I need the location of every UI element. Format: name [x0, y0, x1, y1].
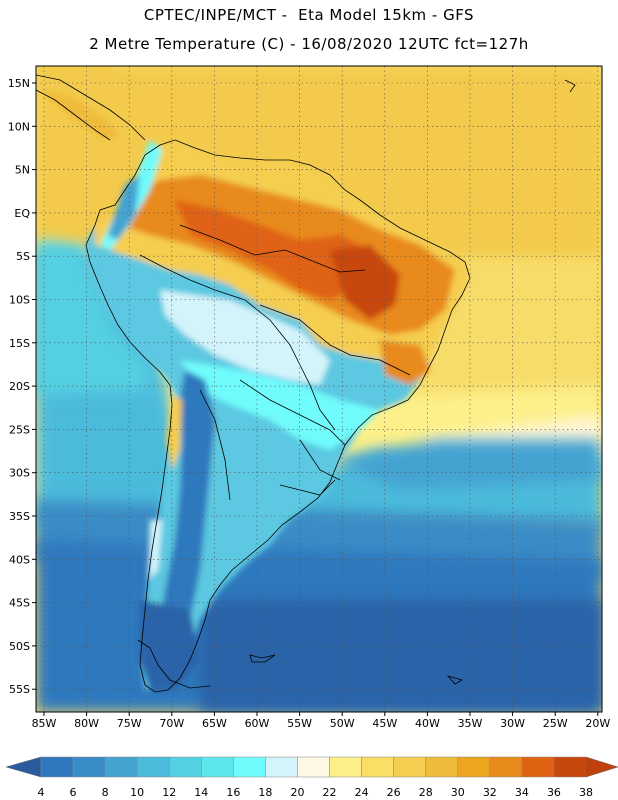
colorbar-swatch: [136, 756, 170, 778]
lat-label: 10S: [9, 294, 30, 307]
colorbar-label: 30: [451, 786, 465, 799]
colorbar-label: 36: [547, 786, 561, 799]
longitude-axis: 85W 80W 75W 70W 65W 60W 55W 50W 45W 40W 35W 30W 25W 2…: [32, 712, 610, 730]
colorbar-swatch: [297, 756, 330, 778]
colorbar-label: 20: [290, 786, 304, 799]
colorbar-swatch: [521, 756, 555, 778]
colorbar: 4 6 8 10 12 14 16 18 20 22 24 26 28 30 32 34 36 38: [5, 756, 618, 799]
colorbar-swatch: [233, 756, 266, 778]
lat-label: 15S: [9, 337, 30, 350]
chart-title-line-2: 2 Metre Temperature (C) - 16/08/2020 12U…: [89, 35, 529, 53]
colorbar-label: 4: [38, 786, 45, 799]
lat-label: 5N: [15, 164, 30, 177]
colorbar-swatch: [553, 756, 587, 778]
colorbar-swatch: [201, 756, 234, 778]
colorbar-swatch: [425, 756, 459, 778]
lon-label: 35W: [458, 717, 483, 730]
colorbar-low-arrow: [5, 756, 42, 778]
colorbar-high-arrow: [585, 756, 618, 778]
colorbar-label: 26: [387, 786, 401, 799]
colorbar-swatch: [168, 756, 202, 778]
lat-label: 40S: [9, 553, 30, 566]
temperature-field: [36, 66, 602, 712]
lat-label: 25S: [9, 423, 30, 436]
lon-label: 55W: [287, 717, 312, 730]
coastline-borders: [36, 74, 576, 693]
colorbar-swatch: [265, 756, 298, 778]
colorbar-swatch: [104, 756, 138, 778]
colorbar-label: 22: [323, 786, 337, 799]
lat-label: 55S: [9, 683, 30, 696]
colorbar-label: 18: [258, 786, 272, 799]
lat-label: 5S: [16, 250, 30, 263]
colorbar-label: 24: [355, 786, 369, 799]
colorbar-label: 16: [226, 786, 240, 799]
lon-label: 20W: [585, 717, 610, 730]
colorbar-label: 38: [579, 786, 593, 799]
lon-label: 60W: [245, 717, 270, 730]
colorbar-swatch: [361, 756, 394, 778]
lat-label: EQ: [14, 207, 30, 220]
lon-label: 70W: [159, 717, 184, 730]
colorbar-label: 14: [194, 786, 208, 799]
lon-label: 80W: [74, 717, 99, 730]
lat-label: 30S: [9, 467, 30, 480]
colorbar-label: 28: [419, 786, 433, 799]
colorbar-swatch: [457, 756, 491, 778]
lon-label: 50W: [330, 717, 355, 730]
colorbar-swatch: [40, 756, 74, 778]
lat-label: 20S: [9, 380, 30, 393]
lat-label: 45S: [9, 597, 30, 610]
chart-title-line-1: CPTEC/INPE/MCT - Eta Model 15km - GFS: [143, 6, 475, 24]
map-frame: [35, 65, 603, 713]
lon-label: 30W: [500, 717, 525, 730]
lat-label: 50S: [9, 640, 30, 653]
colorbar-label: 34: [515, 786, 529, 799]
colorbar-swatch: [489, 756, 523, 778]
lon-label: 85W: [32, 717, 57, 730]
lat-label: 35S: [9, 510, 30, 523]
lon-label: 45W: [372, 717, 397, 730]
lat-label: 15N: [8, 77, 30, 90]
colorbar-swatch: [329, 756, 362, 778]
lon-label: 40W: [415, 717, 440, 730]
lat-label: 10N: [8, 120, 30, 133]
lon-label: 65W: [202, 717, 227, 730]
colorbar-label: 8: [102, 786, 109, 799]
colorbar-label: 32: [483, 786, 497, 799]
colorbar-swatch: [72, 756, 106, 778]
colorbar-label: 12: [162, 786, 176, 799]
latitude-axis: 15N 10N 5N EQ 5S 10S 15S 20S 25S 30S 35S 40S 45S 50S 5…: [8, 77, 36, 696]
colorbar-label: 6: [70, 786, 77, 799]
colorbar-label: 10: [130, 786, 144, 799]
lon-label: 75W: [117, 717, 142, 730]
colorbar-swatch: [393, 756, 426, 778]
lon-label: 25W: [543, 717, 568, 730]
